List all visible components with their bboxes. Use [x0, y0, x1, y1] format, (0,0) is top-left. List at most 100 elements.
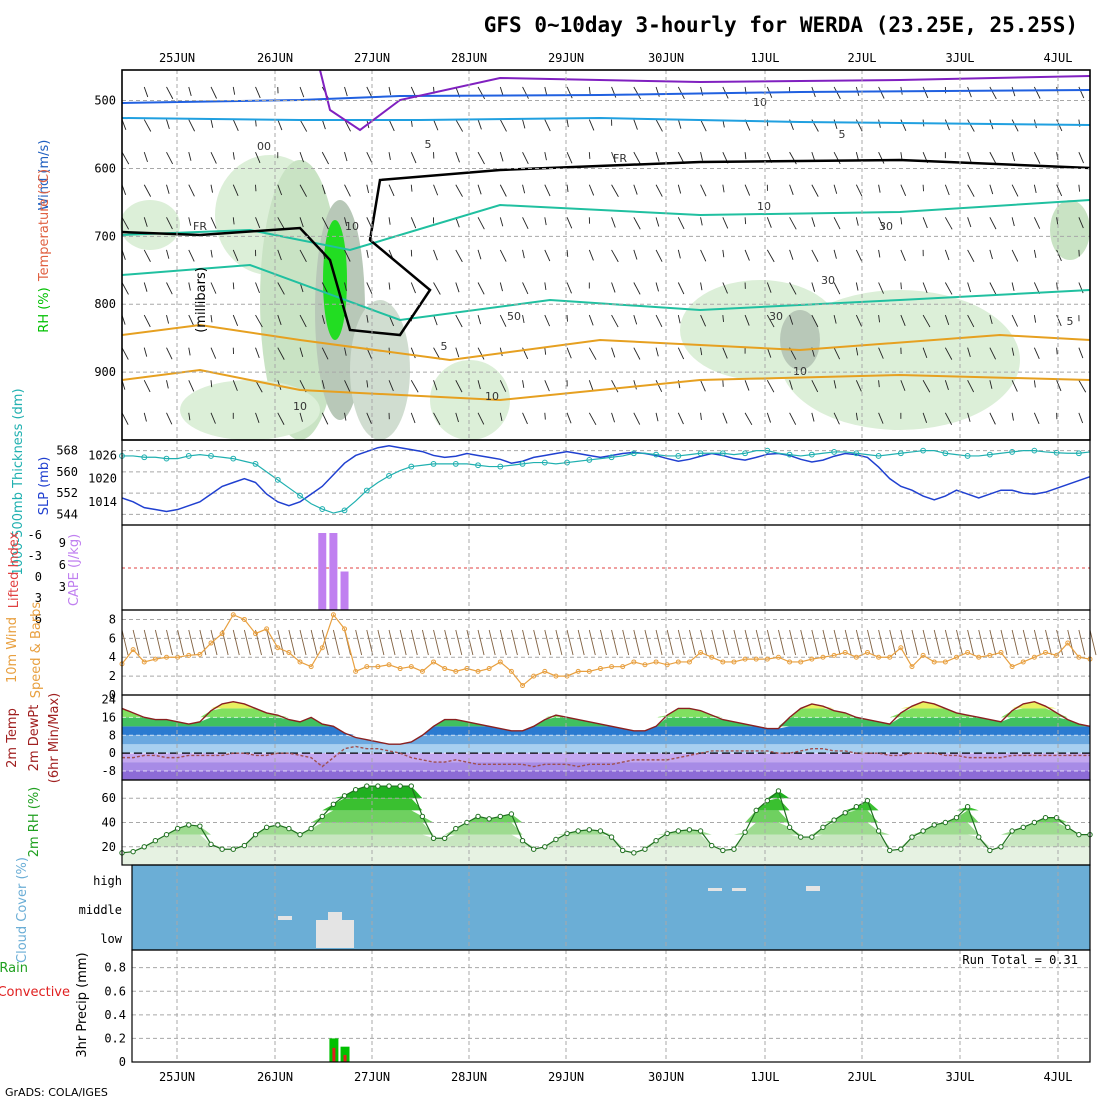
- wind-barb: [611, 86, 617, 98]
- wind-barb: [833, 282, 841, 295]
- wind-barb-10m: [321, 629, 329, 656]
- wind-barb: [232, 119, 239, 131]
- wind-barb: [900, 380, 906, 391]
- wind-barb: [833, 184, 838, 194]
- top-date-label: 29JUN: [548, 51, 584, 65]
- wind-speed-point: [642, 662, 648, 668]
- wind-speed-point: [130, 647, 136, 653]
- wind-barb: [789, 249, 794, 260]
- wind-barb: [633, 184, 638, 195]
- wind-barb: [366, 315, 369, 323]
- wind-barb: [855, 119, 863, 132]
- bottom-date-label: 2JUL: [848, 1070, 877, 1084]
- rh-point: [419, 813, 426, 820]
- wind-barb: [143, 184, 152, 197]
- wind-barb-10m: [399, 629, 407, 656]
- wind-barb: [166, 86, 174, 100]
- wind-barb-10m: [989, 629, 997, 656]
- wind-barb-10m: [332, 629, 340, 656]
- wind-barb: [166, 119, 170, 130]
- wind-barb: [811, 217, 816, 227]
- wind-speed-point: [342, 626, 348, 632]
- wind-barb: [255, 86, 261, 99]
- wind-barb: [433, 380, 438, 391]
- wind-barb: [1078, 184, 1081, 192]
- wind-speed-point: [775, 654, 781, 660]
- wind-barb: [522, 314, 525, 324]
- wind-barb: [677, 119, 682, 129]
- wind-barb: [833, 119, 838, 130]
- wind-speed-point: [364, 664, 370, 670]
- wind-barb: [789, 217, 797, 230]
- bottom-date-label: 26JUN: [257, 1070, 293, 1084]
- wind-barb: [944, 282, 953, 295]
- wind-barb: [232, 184, 239, 196]
- wind-barb: [766, 412, 772, 423]
- wind-barb: [477, 380, 481, 390]
- wind-barb: [544, 314, 551, 327]
- wind-barb: [188, 86, 192, 97]
- wind-speed-point: [408, 664, 414, 670]
- wind-barb: [299, 314, 307, 328]
- wind-barb: [433, 119, 439, 131]
- wind-barb: [677, 282, 685, 295]
- wind-barb-10m: [1045, 629, 1052, 656]
- bottom-date-label: 1JUL: [751, 1070, 780, 1084]
- wind-barb: [321, 412, 329, 425]
- wind-barb: [789, 282, 797, 295]
- wind-barb: [366, 380, 369, 388]
- rh-point: [174, 825, 181, 832]
- thickness-point: [230, 455, 237, 462]
- rh-point: [920, 828, 926, 834]
- yaxis-label-precip: 3hr Precip (mm): [75, 952, 90, 1057]
- wind-barb-10m: [154, 629, 162, 656]
- contour-label: 10: [345, 220, 359, 233]
- thickness-point: [319, 506, 326, 512]
- wind-barb-10m: [288, 629, 296, 656]
- wind-barb: [210, 412, 216, 424]
- wind-barb: [522, 86, 529, 99]
- wind-barb: [455, 119, 464, 132]
- wind-barb: [366, 282, 373, 294]
- wind-speed-point: [286, 650, 292, 655]
- wind-barb: [143, 249, 151, 262]
- wind-barb: [143, 314, 151, 328]
- wind-tick: 2: [109, 669, 116, 683]
- wind-barb: [944, 314, 950, 326]
- wind-barb: [588, 184, 595, 196]
- wind-barb: [967, 380, 975, 393]
- thickness-point: [386, 472, 392, 479]
- wind-speed-point: [731, 659, 737, 665]
- wind-barb-10m: [733, 629, 741, 656]
- wind-speed-line: [121, 613, 1091, 687]
- wind-barb: [989, 380, 993, 389]
- contour-label: 5: [441, 340, 448, 353]
- wind-barb: [989, 347, 997, 360]
- rh-point: [375, 783, 381, 789]
- wind-barb: [700, 314, 707, 327]
- rh-point: [709, 842, 715, 849]
- rh-point: [252, 831, 259, 838]
- wind-barb: [855, 314, 863, 327]
- rh-point: [430, 835, 437, 841]
- wind-barb: [566, 217, 573, 229]
- yaxis-label-cloud-cover: Cloud Cover (%): [15, 857, 30, 963]
- wind-barb-10m: [555, 629, 563, 656]
- wind-barb: [499, 412, 503, 421]
- cape-bar: [329, 533, 338, 610]
- wind-speed-point: [1042, 650, 1048, 655]
- wind-barb-10m: [466, 629, 474, 656]
- wind-barb: [989, 282, 997, 295]
- wind-barb: [744, 249, 750, 261]
- wind-barb: [700, 119, 707, 132]
- wind-barb: [143, 380, 151, 393]
- wind-barb: [700, 249, 707, 262]
- cloud-level-label: low: [100, 932, 122, 946]
- rh-point: [397, 783, 403, 789]
- thickness-tick: 544: [56, 507, 78, 521]
- wind-barb: [143, 347, 148, 357]
- wind-barb: [344, 282, 347, 291]
- wind-barb: [744, 380, 750, 391]
- wind-barb: [1078, 86, 1085, 99]
- wind-barb: [633, 86, 641, 100]
